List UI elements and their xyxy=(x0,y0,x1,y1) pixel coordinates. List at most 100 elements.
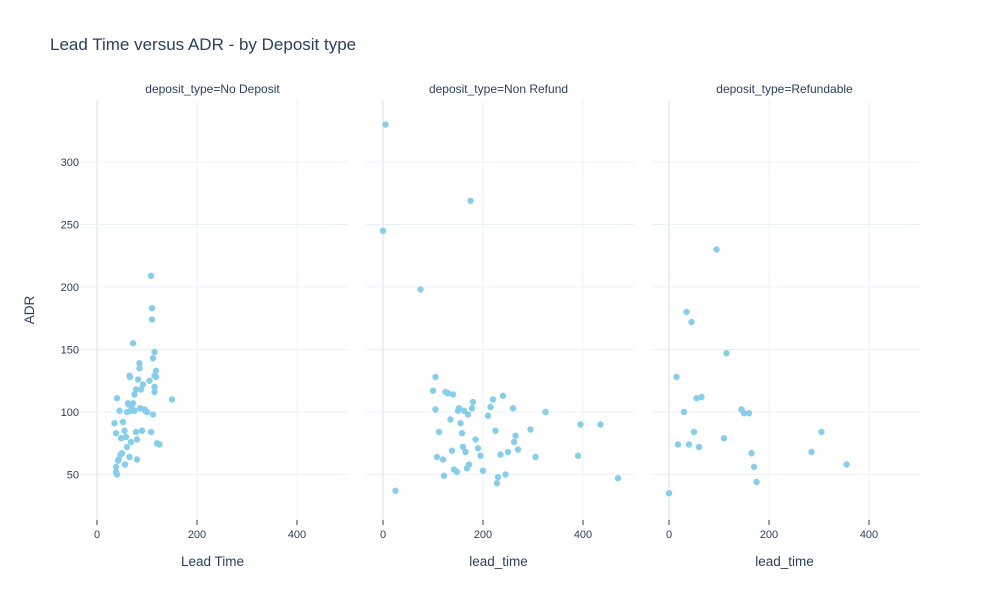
data-point xyxy=(808,448,815,456)
data-point xyxy=(489,396,497,403)
data-point xyxy=(121,461,129,468)
data-point xyxy=(151,348,158,356)
facet-panels: 50 100 150 200 250 300 ADR 0 200 400 deposit_type=… xyxy=(22,82,920,569)
data-point xyxy=(379,227,387,234)
x-tick-label: 200 xyxy=(760,529,778,541)
x-tick-label: 0 xyxy=(666,529,672,541)
data-point xyxy=(433,453,441,461)
data-point xyxy=(147,272,155,279)
data-point xyxy=(527,426,534,433)
data-point xyxy=(673,373,680,381)
data-point xyxy=(512,432,519,439)
data-point xyxy=(117,435,125,442)
data-point xyxy=(745,410,753,417)
data-point xyxy=(447,416,454,423)
data-point xyxy=(156,441,163,448)
data-point xyxy=(115,456,122,463)
y-tick-label: 100 xyxy=(61,407,79,419)
data-point xyxy=(116,407,123,414)
data-point xyxy=(147,428,155,436)
data-point xyxy=(453,468,461,476)
data-point xyxy=(113,471,121,478)
data-point xyxy=(131,391,138,398)
x-tick-label: 0 xyxy=(380,529,386,541)
data-point xyxy=(455,405,463,412)
y-tick-label: 50 xyxy=(67,470,79,482)
data-point xyxy=(151,383,158,391)
x-tick-label: 0 xyxy=(94,529,100,541)
data-point xyxy=(112,430,120,437)
data-point xyxy=(497,451,504,458)
data-point xyxy=(457,420,464,427)
data-point xyxy=(509,405,517,412)
x-tick-label: 400 xyxy=(288,529,306,541)
data-point xyxy=(127,438,135,446)
facet-title: deposit_type=No Deposit xyxy=(145,82,280,96)
data-point xyxy=(574,452,582,459)
data-point xyxy=(435,428,443,436)
data-point xyxy=(136,365,143,372)
data-point xyxy=(487,403,494,411)
data-point xyxy=(112,463,120,471)
data-point xyxy=(695,443,703,451)
facet-title: deposit_type=Non Refund xyxy=(429,82,568,96)
data-point xyxy=(818,428,825,436)
data-point xyxy=(577,421,584,428)
data-point xyxy=(665,490,673,497)
y-tick-label: 200 xyxy=(61,282,79,294)
data-point xyxy=(683,308,690,316)
data-point xyxy=(484,412,492,419)
data-point xyxy=(138,427,146,434)
data-point xyxy=(504,448,512,456)
data-point xyxy=(134,376,142,383)
data-point xyxy=(542,408,549,416)
data-point xyxy=(462,448,469,456)
data-point xyxy=(113,395,121,402)
data-point xyxy=(469,398,477,406)
x-tick-label: 400 xyxy=(860,529,878,541)
data-point xyxy=(148,316,156,323)
data-point xyxy=(432,406,439,413)
y-tick-label: 150 xyxy=(61,345,79,357)
data-point xyxy=(690,428,698,436)
data-point xyxy=(131,407,138,414)
x-tick-label: 200 xyxy=(474,529,492,541)
data-point xyxy=(693,395,700,402)
data-point xyxy=(597,421,604,428)
data-point xyxy=(136,360,143,367)
data-point xyxy=(502,471,509,478)
data-point xyxy=(132,386,140,393)
facet-title: deposit_type=Refundable xyxy=(716,82,853,96)
data-point xyxy=(123,443,131,451)
data-point xyxy=(492,427,499,434)
data-point xyxy=(720,435,728,442)
data-point xyxy=(122,433,130,441)
data-point xyxy=(458,430,466,437)
data-point xyxy=(133,436,141,443)
data-point xyxy=(440,472,448,479)
data-point xyxy=(129,400,137,407)
data-point xyxy=(439,456,447,463)
data-point xyxy=(472,436,479,443)
data-point xyxy=(510,438,518,446)
data-point xyxy=(474,445,482,452)
data-point xyxy=(532,453,539,461)
data-point xyxy=(137,386,145,393)
data-point xyxy=(444,390,452,397)
data-point xyxy=(514,446,522,453)
data-point xyxy=(382,121,389,128)
x-axis-label: Lead Time xyxy=(181,554,244,569)
data-point xyxy=(740,410,748,417)
y-tick-label: 250 xyxy=(61,220,79,232)
data-point xyxy=(129,340,137,347)
data-point xyxy=(753,478,760,486)
x-axis-label: lead_time xyxy=(469,554,528,569)
data-point xyxy=(151,388,158,396)
data-point xyxy=(417,286,424,293)
data-point xyxy=(494,473,502,481)
data-point xyxy=(499,392,507,399)
data-point xyxy=(143,408,151,416)
data-point xyxy=(149,355,157,362)
data-point xyxy=(467,197,474,204)
x-tick-label: 400 xyxy=(574,529,592,541)
